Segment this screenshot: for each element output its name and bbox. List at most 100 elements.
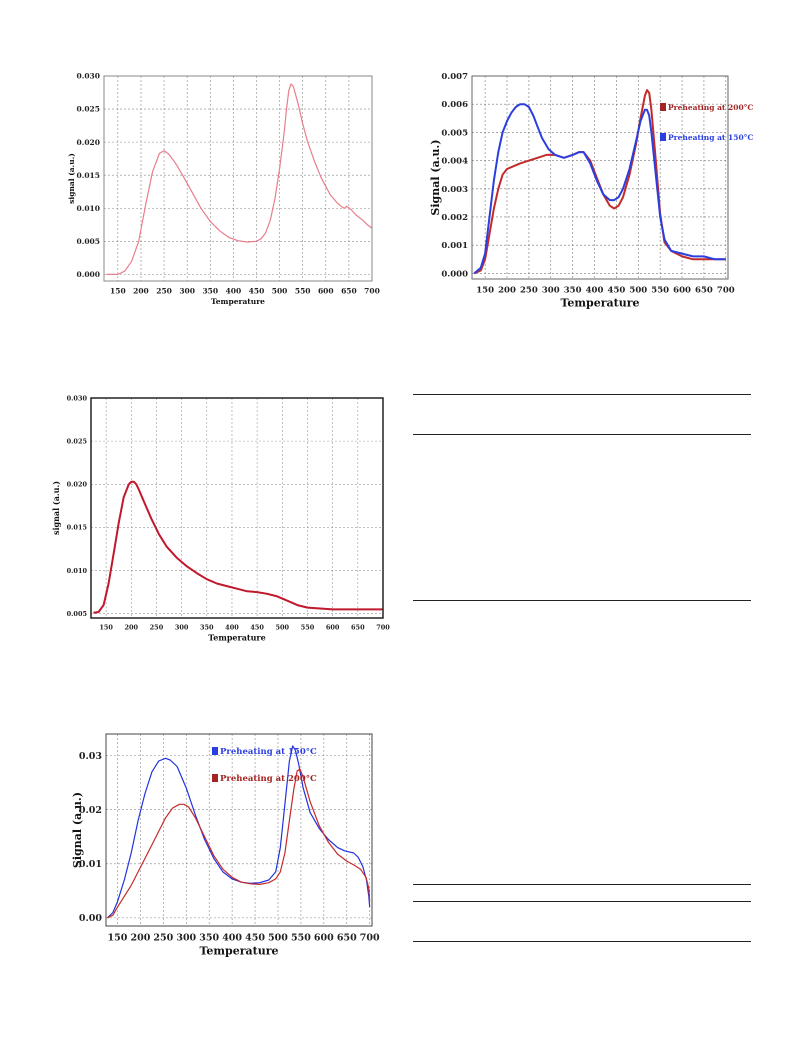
chart3-y-tick-label: 0.025 [67, 437, 88, 445]
chart3-x-tick-label: 200 [124, 624, 138, 632]
chart4-x-tick-label: 650 [337, 933, 357, 944]
chart3-x-tick-label: 700 [376, 624, 390, 632]
chart4-legend-label-1: Preheating at 150°C [220, 747, 317, 757]
chart2-y-tick-label: 0.000 [441, 269, 468, 279]
chart4-x-tick-label: 600 [314, 933, 334, 944]
chart-2-svg: 150 200 250 300 350 400 450 500 550 600 650 700 0.00… [429, 72, 753, 310]
table2-rule-bottom [413, 941, 751, 942]
chart2-x-tick-label: 600 [673, 286, 691, 296]
chart1-x-tick-label: 350 [202, 287, 218, 296]
chart3-y-tick-label: 0.015 [67, 524, 88, 532]
chart2-y-tick-label: 0.007 [441, 72, 468, 82]
chart3-y-tick-label: 0.020 [67, 481, 88, 489]
chart2-x-tick-label: 300 [542, 286, 560, 296]
chart2-x-tick-label: 150 [476, 286, 494, 296]
chart4-x-tick-label: 700 [360, 933, 380, 944]
chart3-y-axis-label: signal (a.u.) [51, 481, 61, 535]
chart2-y-tick-label: 0.002 [441, 213, 468, 223]
chart3-x-tick-label: 350 [200, 624, 214, 632]
chart4-y-tick-label: 0.01 [79, 859, 102, 870]
table-rule-top [413, 394, 751, 395]
chart4-y-tick-label: 0.02 [79, 805, 102, 816]
chart2-x-tick-label: 350 [564, 286, 582, 296]
chart-3: 150 200 250 300 350 400 450 500 550 600 650 700 0.00… [48, 388, 390, 648]
chart2-x-tick-label: 700 [717, 286, 735, 296]
chart1-y-tick-label: 0.000 [77, 270, 101, 279]
chart1-x-tick-label: 500 [272, 287, 288, 296]
chart3-y-tick-label: 0.010 [67, 567, 88, 575]
chart3-x-tick-label: 300 [175, 624, 189, 632]
chart1-y-tick-label: 0.015 [77, 171, 101, 180]
chart4-legend-label-2: Preheating at 200°C [220, 774, 317, 784]
chart4-x-tick-label: 350 [199, 933, 219, 944]
chart1-y-tick-label: 0.020 [77, 138, 101, 147]
chart2-legend-label-1: Preheating at 200°C [668, 103, 753, 112]
chart2-x-tick-label: 500 [629, 286, 647, 296]
chart4-legend-swatch-1 [212, 747, 218, 755]
chart3-y-tick-label: 0.005 [67, 610, 88, 618]
chart-1: 150 200 250 300 350 400 450 500 550 600 650 700 0.00… [66, 68, 380, 318]
chart4-x-tick-label: 250 [153, 933, 173, 944]
chart1-x-tick-label: 150 [110, 287, 126, 296]
chart2-y-tick-label: 0.004 [441, 157, 468, 167]
chart3-x-tick-label: 600 [326, 624, 340, 632]
chart2-plot-frame [471, 75, 729, 280]
chart4-x-tick-label: 550 [291, 933, 311, 944]
chart3-x-tick-label: 550 [301, 624, 315, 632]
chart2-series-line-2 [473, 103, 726, 275]
chart1-x-tick-label: 450 [249, 287, 265, 296]
chart4-y-tick-label: 0.03 [79, 751, 102, 762]
table2-rule-top [413, 901, 751, 902]
chart2-y-tick-label: 0.003 [441, 185, 468, 195]
chart1-y-axis-label: signal (a.u.) [67, 153, 76, 204]
chart2-x-axis-label: Temperature [560, 297, 639, 310]
chart4-x-tick-label: 400 [222, 933, 242, 944]
chart4-x-tick-label: 150 [108, 933, 128, 944]
chart1-x-tick-label: 700 [364, 287, 380, 296]
chart4-legend-swatch-2 [212, 774, 218, 782]
chart1-series-line-1 [106, 83, 373, 275]
chart1-plot-frame [103, 75, 373, 282]
chart1-x-tick-label: 300 [179, 287, 195, 296]
chart2-y-tick-label: 0.001 [441, 241, 468, 251]
chart4-series-line-1 [106, 745, 371, 919]
chart2-y-tick-label: 0.005 [441, 128, 468, 138]
chart2-legend-label-2: Preheating at 150°C [668, 133, 753, 142]
chart3-y-tick-label: 0.030 [67, 394, 88, 402]
chart-3-svg: 150 200 250 300 350 400 450 500 550 600 650 700 0.00… [51, 394, 390, 642]
chart4-series-line-2 [107, 768, 371, 919]
chart1-x-tick-label: 650 [341, 287, 357, 296]
chart3-x-tick-label: 400 [225, 624, 239, 632]
chart1-x-tick-label: 200 [133, 287, 149, 296]
table-rule-mid [413, 600, 751, 601]
chart1-y-tick-label: 0.030 [77, 72, 101, 81]
chart1-x-axis-label: Temperature [211, 297, 265, 306]
chart4-plot-area [106, 734, 372, 926]
chart-1-svg: 150 200 250 300 350 400 450 500 550 600 650 700 0.00… [67, 72, 380, 306]
chart2-y-axis-label: Signal (a.u.) [429, 139, 442, 215]
chart4-plot-frame [105, 733, 373, 927]
chart3-plot-frame [90, 397, 384, 619]
chart4-x-axis-label: Temperature [199, 945, 278, 958]
chart1-x-tick-label: 400 [226, 287, 242, 296]
chart4-x-tick-label: 450 [245, 933, 265, 944]
chart3-plot-area [91, 398, 383, 618]
chart1-x-tick-label: 550 [295, 287, 311, 296]
chart4-y-tick-label: 0.00 [79, 913, 103, 924]
table-rule-header [413, 434, 751, 435]
chart3-x-tick-label: 450 [250, 624, 264, 632]
chart3-x-tick-label: 650 [351, 624, 365, 632]
chart2-x-tick-label: 250 [520, 286, 538, 296]
chart2-legend-swatch-1 [660, 103, 666, 111]
chart-2: 150 200 250 300 350 400 450 500 550 600 650 700 0.00… [428, 66, 753, 316]
chart4-y-axis-label: Signal (a.u.) [71, 792, 84, 868]
chart2-y-tick-label: 0.006 [441, 100, 468, 110]
chart3-series-line-1 [93, 480, 383, 614]
chart2-x-tick-label: 550 [651, 286, 669, 296]
chart1-y-tick-label: 0.005 [77, 237, 101, 246]
chart4-x-tick-label: 500 [268, 933, 288, 944]
chart-4: 150 200 250 300 350 400 450 500 550 600 650 700 0.00… [71, 728, 382, 960]
chart3-x-tick-label: 150 [99, 624, 113, 632]
chart1-y-tick-label: 0.025 [77, 105, 101, 114]
chart2-x-tick-label: 400 [586, 286, 604, 296]
